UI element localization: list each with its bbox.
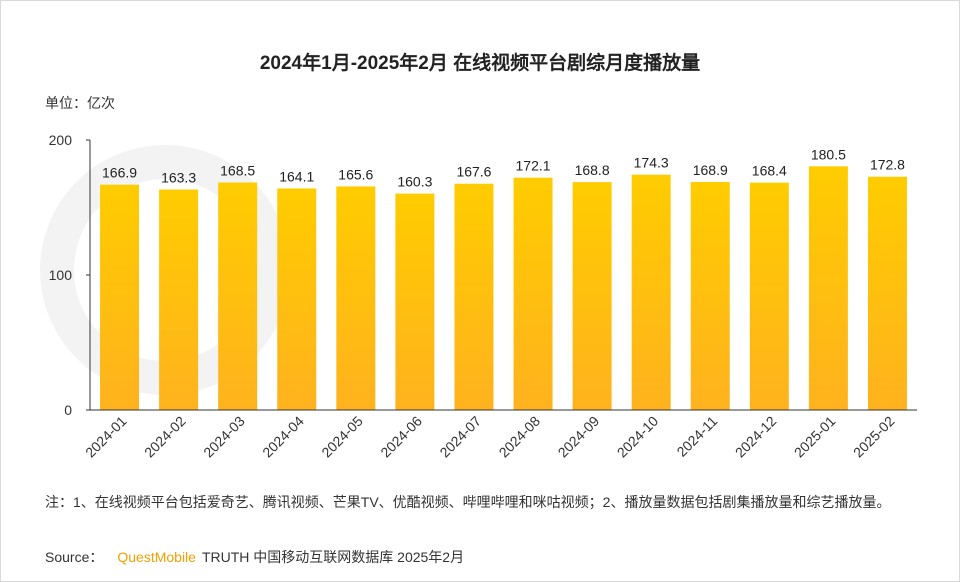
x-tick-label: 2024-02 <box>141 413 189 461</box>
data-label: 168.9 <box>693 162 728 178</box>
bar-2024-12 <box>749 182 789 410</box>
x-tick-label: 2024-06 <box>377 413 425 461</box>
bar-2024-03 <box>218 182 258 410</box>
data-label: 180.5 <box>811 146 846 162</box>
x-tick-label: 2024-08 <box>496 413 544 461</box>
bar-2024-02 <box>159 189 199 410</box>
x-tick-label: 2025-01 <box>791 413 839 461</box>
source-brand: QuestMobile <box>117 549 196 565</box>
bar-2024-04 <box>277 188 317 410</box>
data-label: 172.1 <box>516 158 551 174</box>
x-tick-label: 2024-04 <box>259 413 307 461</box>
source-line: Source： QuestMobile TRUTH 中国移动互联网数据库 2025年… <box>45 547 464 567</box>
bar-2024-06 <box>395 193 435 410</box>
source-label: Source： <box>45 549 104 565</box>
x-tick-label: 2024-10 <box>614 413 662 461</box>
x-tick-label: 2024-03 <box>200 413 248 461</box>
x-tick-label: 2024-01 <box>82 413 130 461</box>
bar-2024-01 <box>100 184 140 410</box>
bar-2024-08 <box>513 177 553 410</box>
x-tick-label: 2024-07 <box>436 413 484 461</box>
data-label: 168.8 <box>575 162 610 178</box>
bar-2024-11 <box>690 181 730 410</box>
data-label: 174.3 <box>634 155 669 171</box>
source-rest: TRUTH 中国移动互联网数据库 2025年2月 <box>201 549 465 565</box>
data-label: 164.1 <box>279 168 314 184</box>
data-label: 168.4 <box>752 163 787 179</box>
unit-label: 单位：亿次 <box>45 95 115 111</box>
y-tick-label: 0 <box>64 402 72 418</box>
data-label: 168.5 <box>220 163 255 179</box>
y-tick-label: 200 <box>49 132 73 148</box>
data-label: 166.9 <box>102 165 137 181</box>
data-label: 172.8 <box>870 157 905 173</box>
y-tick-label: 100 <box>49 267 73 283</box>
data-label: 163.3 <box>161 170 196 186</box>
chart-title: 2024年1月-2025年2月 在线视频平台剧综月度播放量 <box>259 53 701 74</box>
data-label: 167.6 <box>456 164 491 180</box>
x-tick-label: 2025-02 <box>850 413 898 461</box>
x-tick-label: 2024-09 <box>555 413 603 461</box>
bar-2024-05 <box>336 186 376 410</box>
bar-2024-07 <box>454 183 494 410</box>
x-tick-label: 2024-05 <box>318 413 366 461</box>
bar-2024-10 <box>631 174 671 410</box>
footnote: 注：1、在线视频平台包括爱奇艺、腾讯视频、芒果TV、优酷视频、哔哩哔哩和咪咕视频… <box>45 494 891 510</box>
bar-2024-09 <box>572 182 612 410</box>
data-label: 160.3 <box>397 174 432 190</box>
x-tick-label: 2024-11 <box>673 413 720 460</box>
bar-2025-01 <box>808 166 848 410</box>
x-tick-label: 2024-12 <box>732 413 780 461</box>
data-label: 165.6 <box>338 166 373 182</box>
bar-2025-02 <box>867 176 907 410</box>
